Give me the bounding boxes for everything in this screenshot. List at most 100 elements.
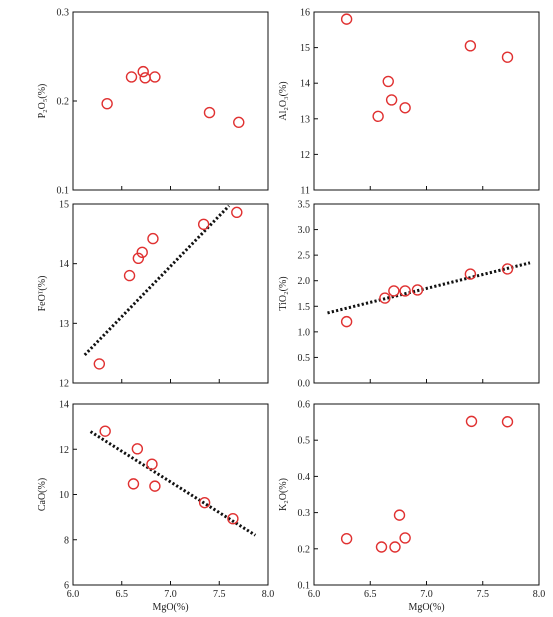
y-tick-label: 0.4: [298, 472, 311, 483]
data-point: [101, 97, 113, 110]
data-point: [123, 269, 136, 282]
y-tick-label: 0.6: [298, 400, 311, 411]
data-point: [389, 541, 401, 553]
y-tick-label: 0.1: [57, 186, 70, 197]
y-tick-label: 2.0: [298, 276, 311, 287]
data-point: [464, 268, 477, 280]
data-point: [501, 416, 514, 428]
data-point: [411, 284, 424, 296]
y-tick-label: 13: [300, 114, 310, 125]
x-tick-label: 6.0: [308, 589, 321, 600]
y-tick-label: 11: [300, 186, 310, 197]
data-point: [399, 285, 411, 297]
data-point: [385, 94, 398, 106]
y-tick-label: 0.1: [298, 581, 311, 592]
data-point: [227, 513, 239, 525]
x-tick-label: 8.0: [533, 589, 546, 600]
data-point: [136, 246, 148, 259]
plot-frame: [313, 203, 540, 384]
data-point: [372, 110, 384, 123]
data-point: [233, 116, 245, 129]
data-point: [399, 532, 411, 544]
y-tick-label: 10: [59, 490, 69, 501]
y-axis-title: TiO₂(%): [278, 276, 289, 310]
data-point: [203, 106, 216, 119]
y-tick-label: 0.2: [57, 97, 70, 108]
x-tick-label: 7.5: [213, 589, 226, 600]
y-tick-label: 0.2: [298, 544, 311, 555]
y-tick-label: 1.0: [298, 327, 311, 338]
chart-panel-5: 6 8 10 12 14 6.0 6.5 7.0 7.5 8.0 CaO(%) MgO(%): [37, 400, 274, 614]
y-tick-label: 14: [300, 79, 310, 90]
data-point: [340, 532, 353, 545]
x-tick-label: 6.5: [116, 589, 129, 600]
y-axis-title: CaO(%): [37, 478, 48, 511]
trend-line: [83, 204, 231, 356]
data-point: [137, 65, 149, 78]
x-axis-title: MgO(%): [152, 602, 188, 613]
chart-panel-3: 12 13 14 15 FeOᵀ(%): [37, 200, 269, 390]
chart-panel-4: 0.0 0.5 1.0 1.5 2.0 2.5 3.0 3.5 TiO₂(%): [278, 200, 540, 390]
x-tick-label: 8.0: [262, 589, 275, 600]
data-point: [125, 71, 138, 83]
data-point: [197, 218, 210, 230]
data-point: [501, 51, 514, 63]
y-tick-label: 15: [59, 200, 69, 211]
plot-frame: [313, 403, 540, 586]
data-point: [132, 252, 145, 264]
data-point: [388, 285, 400, 297]
y-tick-label: 3.0: [298, 225, 311, 236]
data-point: [231, 206, 243, 219]
y-tick-label: 6: [64, 581, 69, 592]
data-point: [149, 71, 161, 83]
y-tick-label: 12: [300, 150, 310, 161]
y-tick-label: 0.0: [298, 379, 311, 390]
y-axis-title: P₂O₅(%): [37, 84, 48, 119]
data-point: [198, 496, 211, 509]
y-tick-label: 12: [59, 379, 69, 390]
x-axis-title: MgO(%): [408, 602, 444, 613]
x-tick-label: 6.0: [67, 589, 80, 600]
plot-frame: [72, 203, 269, 384]
data-point: [399, 102, 411, 114]
y-tick-label: 8: [64, 535, 69, 546]
y-tick-label: 1.5: [298, 302, 311, 313]
data-point: [393, 509, 406, 521]
data-point: [382, 75, 394, 88]
y-axis-title: FeOᵀ(%): [37, 276, 48, 312]
data-point: [149, 480, 161, 492]
data-point: [146, 458, 158, 470]
y-tick-label: 14: [59, 259, 69, 270]
x-tick-label: 7.0: [420, 589, 433, 600]
data-point: [501, 263, 514, 275]
chart-panel-1: 0.1 0.2 0.3 P₂O₅(%): [37, 8, 269, 197]
y-tick-label: 0.5: [298, 436, 311, 447]
plot-frame: [313, 11, 540, 191]
data-point: [465, 415, 478, 428]
y-axis-title: K₂O(%): [278, 478, 289, 511]
data-point: [93, 358, 106, 370]
data-point: [379, 292, 391, 304]
y-tick-label: 13: [59, 319, 69, 330]
data-point: [340, 315, 353, 328]
y-axis-title: Al₂O₃(%): [278, 81, 289, 120]
x-tick-label: 7.5: [477, 589, 490, 600]
data-point: [131, 443, 144, 455]
chart-panel-2: 11 12 13 14 15 16 Al₂O₃(%): [278, 8, 540, 197]
plot-frame: [72, 403, 269, 586]
y-tick-label: 15: [300, 43, 310, 54]
trend-line: [89, 430, 257, 537]
y-tick-label: 0.5: [298, 353, 311, 364]
data-point: [464, 40, 477, 52]
x-tick-label: 6.5: [364, 589, 377, 600]
y-tick-label: 0.3: [298, 508, 311, 519]
y-tick-label: 12: [59, 445, 69, 456]
y-tick-label: 0.3: [57, 8, 70, 19]
data-point: [139, 72, 151, 84]
data-point: [99, 425, 111, 437]
trend-line: [327, 261, 531, 315]
y-tick-label: 3.5: [298, 200, 311, 211]
y-tick-label: 2.5: [298, 251, 311, 262]
data-point: [340, 13, 353, 25]
